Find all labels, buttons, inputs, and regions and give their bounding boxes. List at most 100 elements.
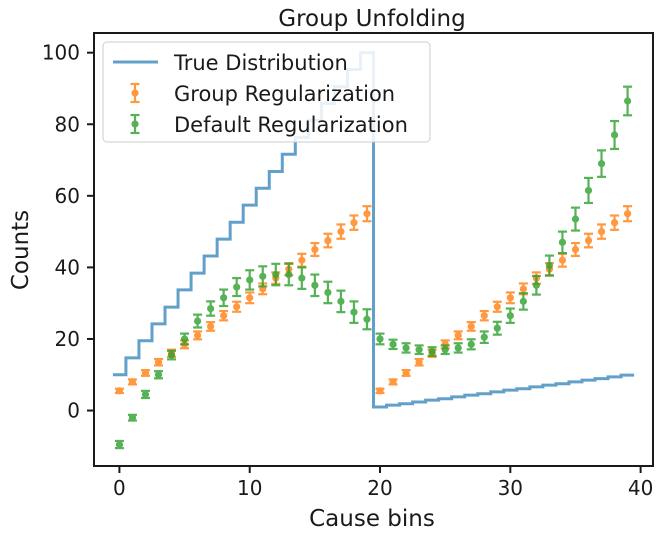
y-tick-label-3: 60 [55, 184, 80, 208]
point-1-28 [479, 309, 489, 322]
legend-swatch-1 [130, 82, 140, 104]
point-2-23 [414, 344, 424, 356]
point-1-39 [623, 205, 633, 223]
point-1-38 [610, 214, 620, 231]
point-1-17 [336, 223, 346, 240]
point-2-12 [271, 262, 281, 287]
series-layer [112, 51, 635, 450]
point-2-0 [114, 439, 124, 450]
point-2-26 [453, 342, 463, 354]
true-distribution-line [112, 51, 635, 409]
point-2-25 [440, 344, 450, 356]
point-2-19 [362, 308, 372, 331]
point-1-21 [388, 378, 398, 386]
legend-label-0: True Distribution [173, 51, 348, 75]
point-1-23 [414, 357, 424, 367]
point-2-27 [466, 338, 476, 351]
point-2-18 [349, 300, 359, 324]
point-1-3 [154, 357, 163, 367]
point-2-7 [206, 300, 216, 317]
point-1-26 [453, 330, 463, 341]
legend-item-0: True Distribution [113, 51, 348, 75]
point-2-29 [492, 320, 502, 336]
point-1-29 [492, 300, 502, 313]
point-2-39 [623, 85, 633, 117]
legend: True Distribution Group Regularization Def… [102, 41, 431, 143]
point-2-9 [232, 277, 242, 298]
point-1-8 [219, 309, 229, 322]
point-1-27 [466, 321, 476, 332]
point-1-20 [375, 387, 385, 395]
point-2-1 [127, 413, 137, 422]
point-1-30 [505, 291, 515, 305]
point-2-35 [570, 206, 580, 232]
legend-label-1: Group Regularization [174, 82, 395, 106]
point-1-34 [557, 252, 567, 268]
series-0 [112, 51, 635, 409]
point-2-36 [584, 176, 593, 205]
point-1-6 [193, 330, 203, 341]
point-1-10 [245, 291, 255, 305]
point-1-14 [297, 252, 307, 268]
y-axis: 0 20 40 60 80 100 [42, 41, 94, 423]
point-1-37 [597, 223, 607, 240]
point-2-16 [323, 280, 333, 305]
point-2-15 [310, 273, 320, 298]
point-2-32 [531, 274, 541, 296]
point-2-33 [544, 254, 554, 277]
point-2-37 [597, 149, 607, 178]
point-1-0 [114, 387, 124, 395]
plot-area [93, 32, 654, 467]
point-1-19 [362, 205, 372, 223]
point-2-4 [167, 349, 177, 361]
point-2-34 [557, 230, 567, 255]
x-tick-label-3: 30 [498, 476, 523, 500]
point-1-9 [232, 300, 242, 313]
y-tick-label-1: 20 [55, 327, 80, 351]
point-1-22 [401, 368, 411, 377]
point-2-20 [375, 332, 385, 346]
point-1-7 [206, 321, 216, 332]
point-1-1 [127, 378, 137, 386]
point-2-11 [258, 265, 268, 288]
point-2-3 [154, 370, 163, 380]
point-2-38 [610, 119, 620, 151]
y-axis-label: Counts [8, 210, 34, 290]
point-2-5 [180, 332, 190, 346]
point-2-2 [140, 389, 150, 400]
point-2-31 [518, 292, 528, 311]
x-axis-label: Cause bins [309, 506, 435, 532]
series-2 [114, 85, 633, 450]
x-tick-label-0: 0 [113, 476, 126, 500]
point-2-24 [427, 346, 437, 357]
legend-label-2: Default Regularization [174, 113, 408, 137]
x-axis: 0 10 20 30 40 [113, 466, 653, 500]
y-tick-label-0: 0 [67, 399, 80, 423]
y-tick-label-5: 100 [42, 41, 80, 65]
y-tick-label-2: 40 [55, 255, 80, 279]
point-2-13 [284, 262, 294, 287]
legend-item-2: Default Regularization [130, 113, 408, 137]
point-1-35 [570, 241, 580, 258]
point-2-6 [193, 313, 203, 329]
point-2-21 [388, 338, 398, 351]
point-1-2 [140, 368, 150, 377]
point-2-22 [401, 342, 411, 354]
x-tick-label-1: 10 [237, 476, 262, 500]
point-2-14 [297, 266, 307, 290]
legend-item-1: Group Regularization [130, 82, 395, 106]
point-1-18 [349, 214, 359, 231]
point-2-30 [505, 307, 515, 324]
legend-box [102, 41, 431, 143]
point-1-16 [323, 232, 333, 249]
point-2-8 [219, 288, 229, 308]
point-2-10 [245, 269, 255, 291]
legend-swatch-2 [130, 113, 140, 135]
chart-title: Group Unfolding [278, 6, 465, 32]
point-1-15 [310, 241, 320, 258]
point-2-17 [336, 289, 346, 314]
y-tick-label-4: 80 [55, 112, 80, 136]
x-tick-label-2: 20 [367, 476, 392, 500]
x-tick-label-4: 40 [628, 476, 653, 500]
